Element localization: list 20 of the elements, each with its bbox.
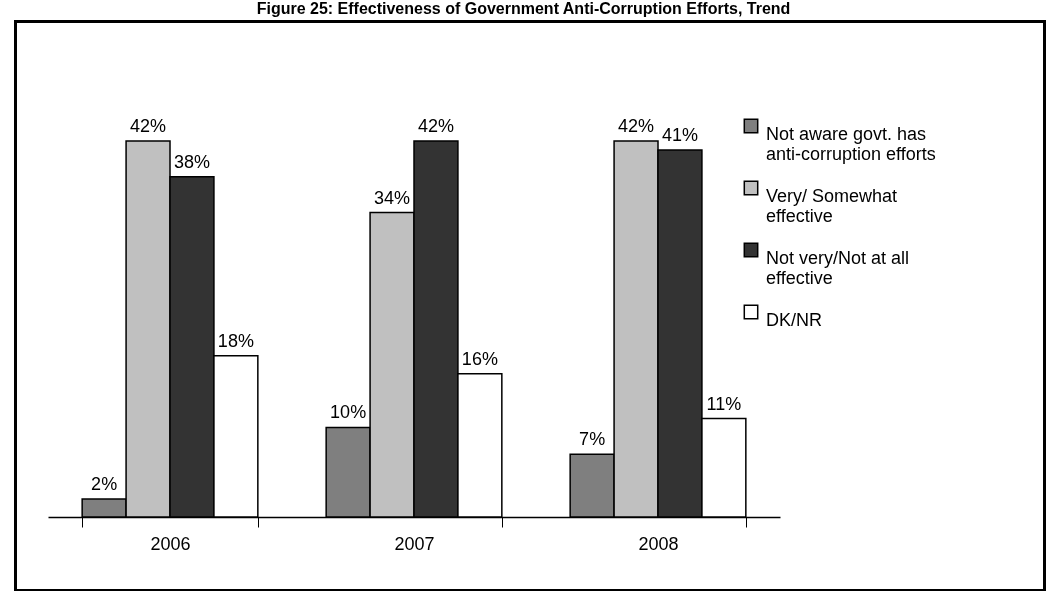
data-label: 38% [173,151,210,172]
legend-label: Not aware govt. has anti-corruption efforts [766,124,936,164]
data-label: 11% [706,393,742,414]
data-label: 42% [417,116,454,136]
legend-label: DK/NR [766,310,823,330]
data-label: 7% [579,429,606,450]
data-label: 42% [618,116,655,136]
data-label: 10% [330,402,367,423]
data-label: 42% [130,116,167,136]
data-label: 34% [374,187,411,208]
data-label: 41% [661,124,698,145]
legend-label: Very/ Somewhat effective [766,186,898,226]
chart-title: Figure 25: Effectiveness of Government Anti-Corruption Efforts, Trend [255,0,792,18]
data-label: 2% [91,474,118,495]
data-label: 18% [217,330,254,351]
x-tick-label: 2007 [394,533,435,554]
x-tick-label: 2008 [638,533,679,554]
x-tick-label: 2006 [150,533,191,554]
data-label: 16% [461,348,498,369]
legend-label: Not very/Not at all effective [766,248,910,288]
